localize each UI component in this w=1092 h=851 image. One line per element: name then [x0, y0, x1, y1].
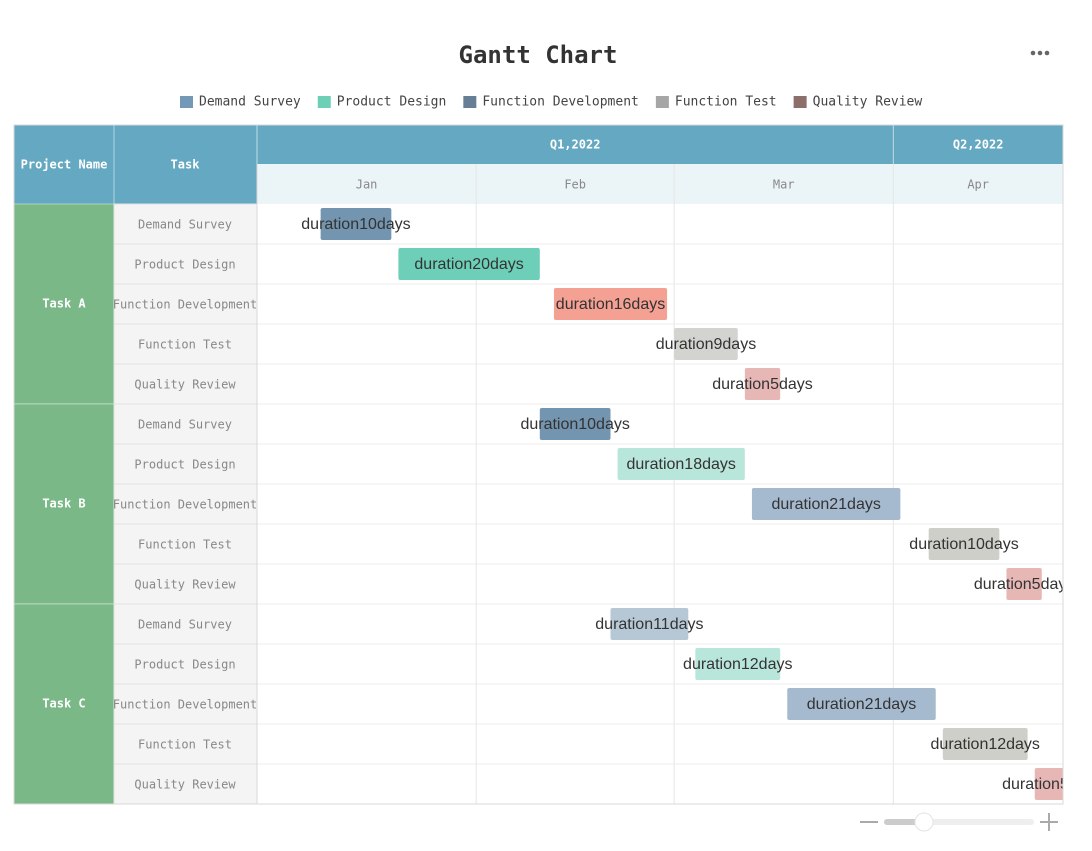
task-bar: [674, 328, 738, 360]
task-label: Demand Survey: [138, 218, 232, 232]
header-bg: [14, 164, 257, 204]
project-label: Task A: [42, 297, 86, 311]
task-bar: [1006, 568, 1042, 600]
bar-label: duration20days: [414, 256, 523, 273]
zoom-control: [860, 812, 1058, 832]
dot: [1044, 50, 1050, 56]
month-label: Mar: [773, 178, 795, 192]
task-bar: [744, 368, 781, 400]
task-bar: [751, 488, 901, 520]
task-bar: [553, 288, 668, 320]
task-cell: [113, 723, 258, 765]
month-header-bg: [257, 164, 1063, 204]
bar-label: duration5days: [712, 376, 813, 393]
task-cell: [113, 363, 258, 405]
bar-label: duration21days: [807, 696, 916, 713]
bar-label: duration11days: [595, 616, 703, 633]
task-bar: [695, 648, 781, 680]
bar-label: duration10days: [909, 536, 1018, 553]
bar-label: duration12days: [931, 736, 1040, 753]
bar-label: duration12days: [683, 656, 792, 673]
legend-label: Function Test: [675, 95, 777, 110]
task-bar: [610, 608, 689, 640]
project-cell: [13, 403, 115, 605]
task-label: Quality Review: [134, 378, 236, 392]
task-label: Function Development: [113, 298, 258, 312]
legend-label: Quality Review: [813, 95, 923, 110]
chart-title: Gantt Chart: [459, 41, 618, 69]
dot: [1030, 50, 1036, 56]
task-label: Product Design: [134, 258, 235, 272]
task-label: Function Development: [113, 498, 258, 512]
task-label: Function Test: [138, 738, 232, 752]
task-bar: [617, 448, 745, 480]
task-cell: [113, 763, 258, 805]
bar-label: duration10days: [520, 416, 629, 433]
zoom-fill: [884, 819, 924, 825]
month-label: Apr: [967, 178, 989, 192]
task-cell: [113, 203, 258, 245]
legend-swatch: [463, 96, 477, 108]
legend-label: Function Development: [482, 95, 639, 110]
quarter-label: Q2,2022: [953, 138, 1004, 152]
project-label: Task C: [42, 697, 85, 711]
task-cell: [113, 403, 258, 445]
task-label: Quality Review: [134, 578, 236, 592]
task-bar: [539, 408, 611, 440]
task-label: Function Test: [138, 338, 232, 352]
task-cell: [113, 443, 258, 485]
bar-label: duration5days: [974, 576, 1075, 593]
legend-label: Product Design: [337, 95, 447, 110]
header-bg: [14, 125, 1063, 164]
month-label: Feb: [564, 178, 586, 192]
bar-label: duration9days: [656, 336, 757, 353]
project-cell: [13, 203, 115, 405]
column-header: Project Name: [21, 158, 108, 172]
task-bar: [787, 688, 936, 720]
task-bar: [398, 248, 540, 280]
task-bar: [1034, 768, 1063, 800]
task-bar: [320, 208, 392, 240]
project-label: Task B: [42, 497, 85, 511]
task-label: Product Design: [134, 658, 235, 672]
column-header: Task: [171, 158, 201, 172]
task-cell: [113, 283, 258, 325]
task-cell: [113, 243, 258, 285]
bar-label: duration21days: [771, 496, 880, 513]
bar-label: duration5days: [1002, 776, 1092, 793]
bar-label: duration10days: [301, 216, 410, 233]
task-cell: [113, 683, 258, 725]
task-cell: [113, 523, 258, 565]
quarter-label: Q1,2022: [550, 138, 601, 152]
task-cell: [113, 483, 258, 525]
task-label: Function Development: [113, 698, 258, 712]
legend-swatch: [317, 96, 331, 108]
month-label: Jan: [356, 178, 378, 192]
dot: [1037, 50, 1043, 56]
task-label: Demand Survey: [138, 618, 232, 632]
bar-label: duration16days: [556, 296, 665, 313]
task-label: Function Test: [138, 538, 232, 552]
bar-area: duration10days duration20days duration16da…: [301, 208, 1092, 800]
table-border: [13, 124, 1064, 805]
legend-swatch: [180, 96, 193, 108]
zoom-in[interactable]: [1040, 813, 1058, 831]
task-cell: [113, 603, 258, 645]
legend-swatch: [655, 96, 669, 108]
task-bar: [928, 528, 1000, 560]
legend-label: Demand Survey: [199, 95, 301, 110]
task-bar: [942, 728, 1028, 760]
legend-swatch: [793, 96, 807, 108]
task-label: Quality Review: [134, 778, 236, 792]
zoom-handle[interactable]: [914, 812, 934, 832]
task-label: Product Design: [134, 458, 235, 472]
menu-button[interactable]: [1030, 50, 1050, 56]
task-label: Demand Survey: [138, 418, 232, 432]
bar-label: duration18days: [626, 456, 735, 473]
